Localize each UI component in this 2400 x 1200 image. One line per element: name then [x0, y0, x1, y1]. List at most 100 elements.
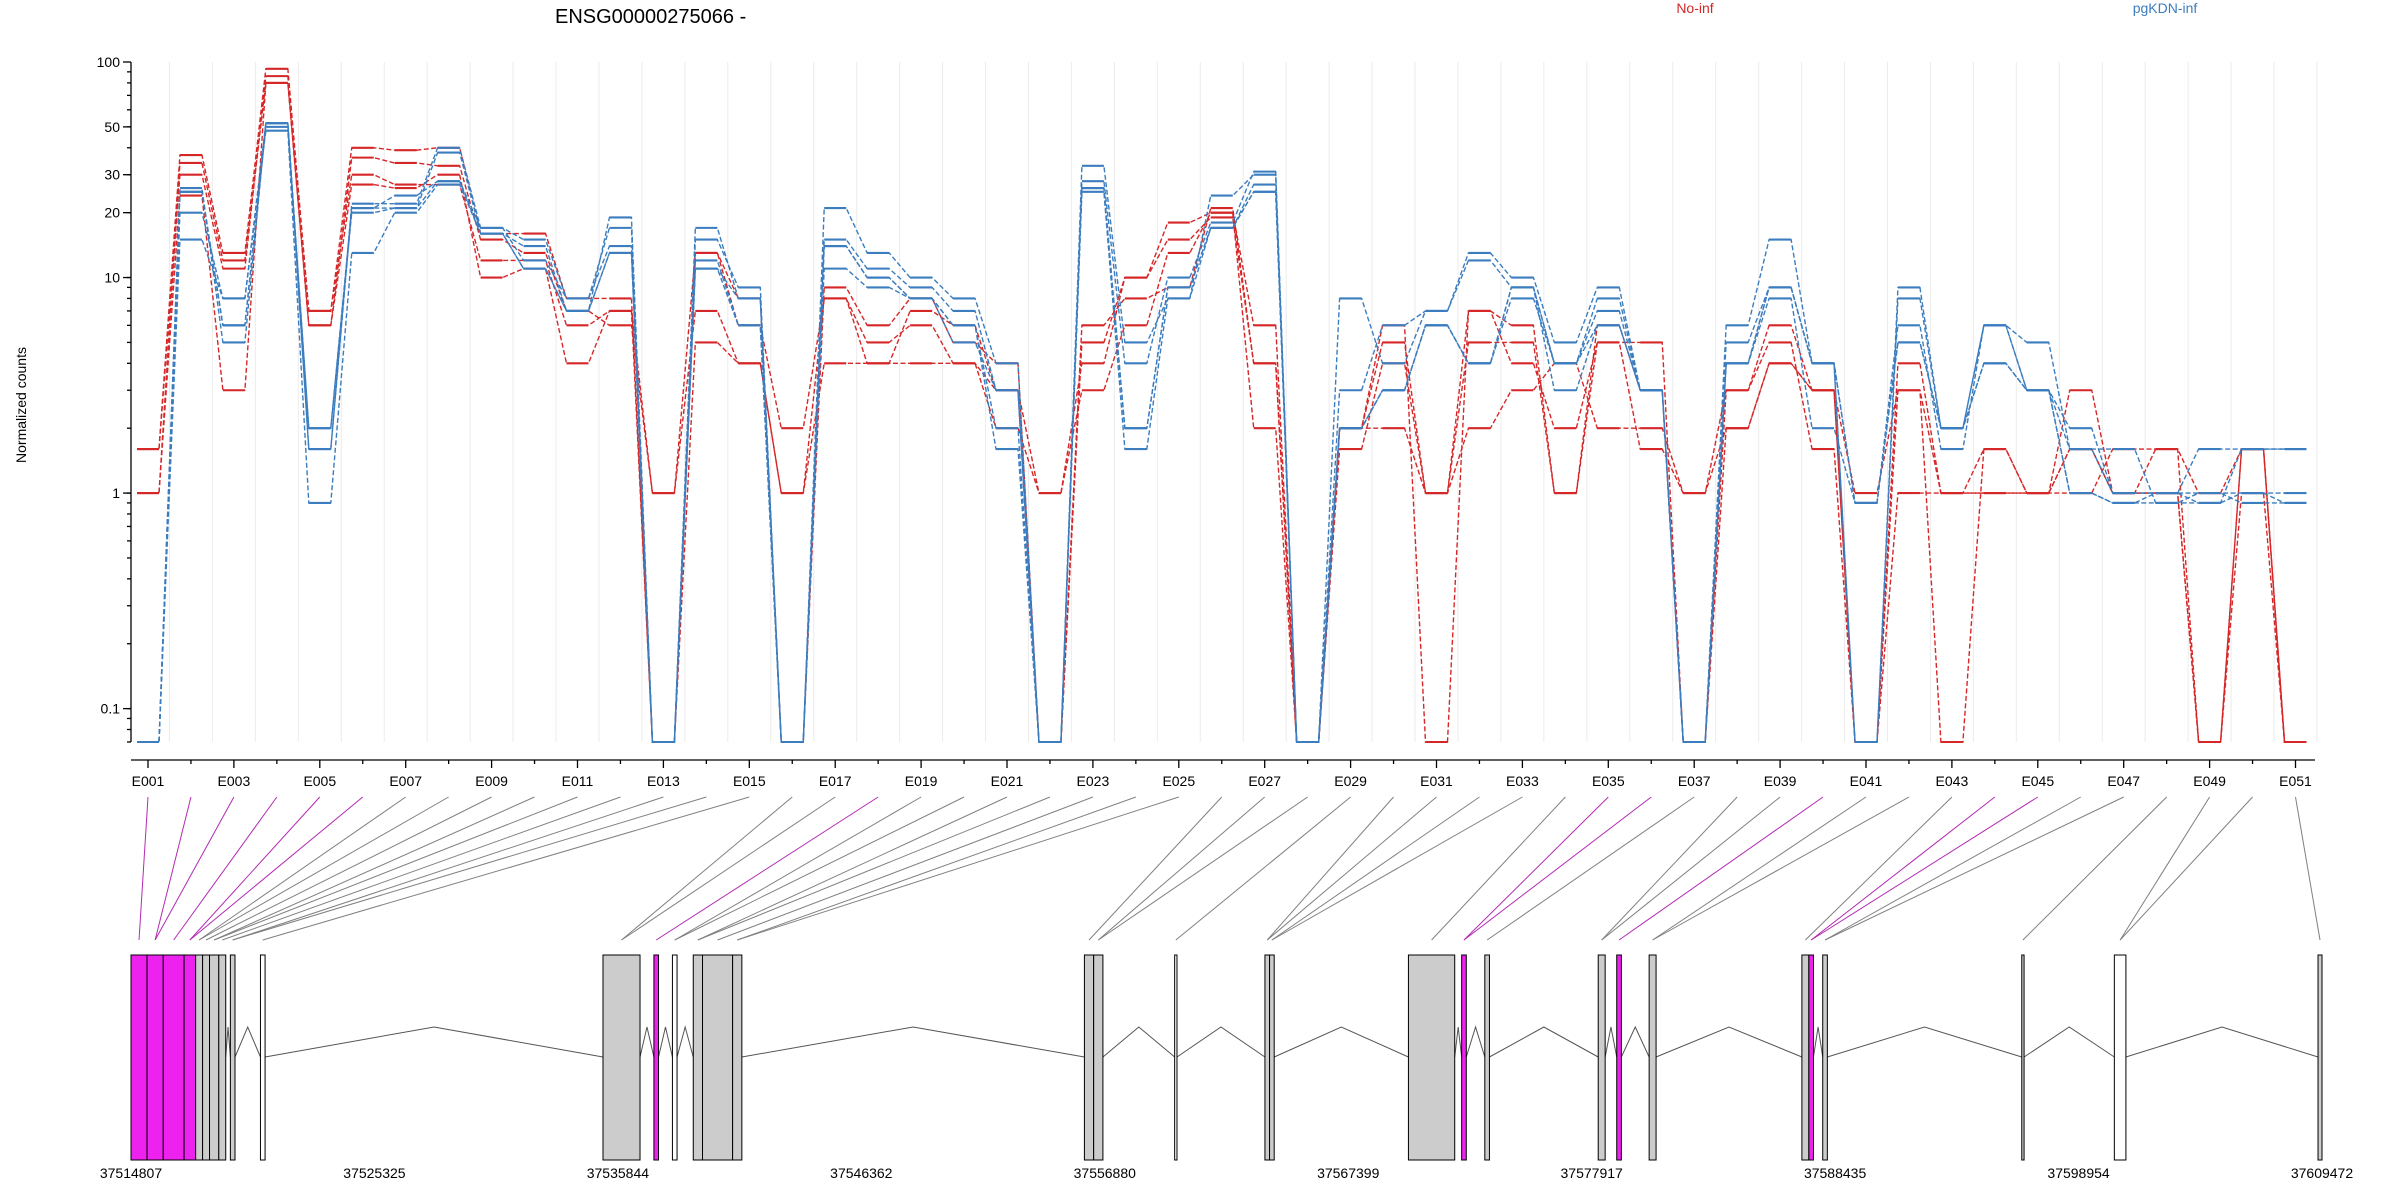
exon-box	[1801, 954, 1810, 1161]
exon-connector	[138, 796, 149, 941]
exon-box	[1093, 954, 1104, 1161]
intron	[225, 1026, 231, 1058]
exon-box	[2113, 954, 2127, 1161]
x-tick-label: E037	[1678, 773, 1711, 789]
series-line	[137, 122, 2307, 743]
series-line	[137, 126, 2307, 743]
genomic-tick-label: 37546362	[830, 1165, 893, 1181]
exon-box	[692, 954, 704, 1161]
x-tick-label: E039	[1764, 773, 1797, 789]
x-tick-label: E007	[389, 773, 422, 789]
y-tick-label: 0.1	[101, 701, 121, 717]
exon-box	[732, 954, 743, 1161]
exon-box	[602, 954, 641, 1161]
exon-connector	[737, 796, 1137, 941]
exon-connector	[213, 796, 578, 941]
intron	[2125, 1026, 2319, 1058]
gene-model	[130, 954, 2323, 1161]
chart-title: ENSG00000275066 -	[555, 6, 746, 28]
exon-connector	[1266, 796, 1394, 941]
exon-box	[1461, 954, 1467, 1161]
intron	[639, 1026, 655, 1058]
x-tick-label: E043	[1936, 773, 1969, 789]
exon-connector	[189, 796, 364, 941]
exon-connector	[1097, 796, 1266, 941]
genomic-tick-label: 37535844	[587, 1165, 650, 1181]
exon-connector	[717, 796, 1094, 941]
series-line	[137, 122, 2307, 743]
x-tick-label: E047	[2107, 773, 2140, 789]
exon-box	[1822, 954, 1828, 1161]
intron	[1489, 1026, 1599, 1058]
series-8	[137, 122, 2307, 744]
legend-entry-1: pgKDN-inf	[2133, 0, 2198, 16]
intron	[1620, 1025, 1650, 1058]
x-tick-label: E049	[2193, 773, 2226, 789]
x-tick-label: E005	[303, 773, 336, 789]
exon-box	[195, 954, 204, 1161]
exon-connector	[655, 796, 879, 941]
exon-box	[1648, 954, 1657, 1161]
genomic-tick-label: 37588435	[1804, 1165, 1867, 1181]
exon-connector	[262, 796, 750, 941]
legend-entry-0: No-inf	[1676, 0, 1713, 16]
series-line	[137, 68, 2307, 743]
x-tick-label: E001	[132, 773, 165, 789]
exon-box	[1616, 954, 1622, 1161]
y-tick-label: 20	[104, 205, 120, 221]
exon-connector	[1805, 796, 1953, 941]
y-tick-label: 1	[112, 485, 120, 501]
x-tick-label: E013	[647, 773, 680, 789]
x-tick-label: E011	[562, 773, 594, 789]
genomic-tick-label: 37609472	[2291, 1165, 2354, 1181]
x-tick-label: E025	[1162, 773, 1195, 789]
intron	[2023, 1026, 2115, 1058]
intron	[1176, 1026, 1266, 1058]
exon-connector	[1463, 796, 1652, 941]
exon-connector	[198, 796, 449, 941]
intron	[1102, 1026, 1175, 1058]
y-tick-label: 30	[104, 167, 120, 183]
exon-connector	[1431, 796, 1566, 941]
intron	[1655, 1026, 1803, 1058]
y-tick-label: 50	[104, 119, 120, 135]
exon-box	[162, 954, 185, 1161]
exon-connector	[1266, 796, 1437, 941]
exon-box	[1808, 954, 1814, 1161]
intron	[1273, 1026, 1409, 1058]
series-line	[137, 122, 2307, 743]
exon-connector	[1175, 796, 1351, 941]
exon-box	[209, 954, 220, 1161]
series-4	[137, 122, 2307, 744]
exon-box	[259, 954, 266, 1161]
intron	[264, 1026, 604, 1058]
exon-connector	[697, 796, 1008, 941]
exon-connector	[2119, 796, 2211, 941]
exon-connector	[1088, 796, 1223, 941]
exon-connector	[1463, 796, 1609, 941]
exon-connectors	[138, 796, 2321, 941]
genomic-tick-label: 37577917	[1561, 1165, 1624, 1181]
exon-connector	[2295, 796, 2321, 941]
x-tick-label: E035	[1592, 773, 1625, 789]
intron	[234, 1025, 261, 1058]
exon-box	[1083, 954, 1095, 1161]
intron	[1812, 1026, 1824, 1058]
exon-box	[183, 954, 197, 1161]
series-3	[137, 81, 2307, 744]
x-tick-label: E033	[1506, 773, 1539, 789]
exon-connector	[232, 796, 707, 941]
exon-connector	[1810, 796, 1996, 941]
y-tick-label: 10	[104, 270, 120, 286]
exon-box	[2021, 954, 2025, 1161]
exon-connector	[1810, 796, 2039, 941]
exon-connector	[1652, 796, 1910, 941]
y-tick-label: 100	[97, 54, 121, 70]
exon-box	[130, 954, 148, 1161]
x-tick-label: E023	[1077, 773, 1110, 789]
series-5	[137, 125, 2307, 744]
exon-connector	[674, 796, 922, 941]
exon-connector	[2022, 796, 2168, 941]
x-tick-label: E003	[218, 773, 251, 789]
